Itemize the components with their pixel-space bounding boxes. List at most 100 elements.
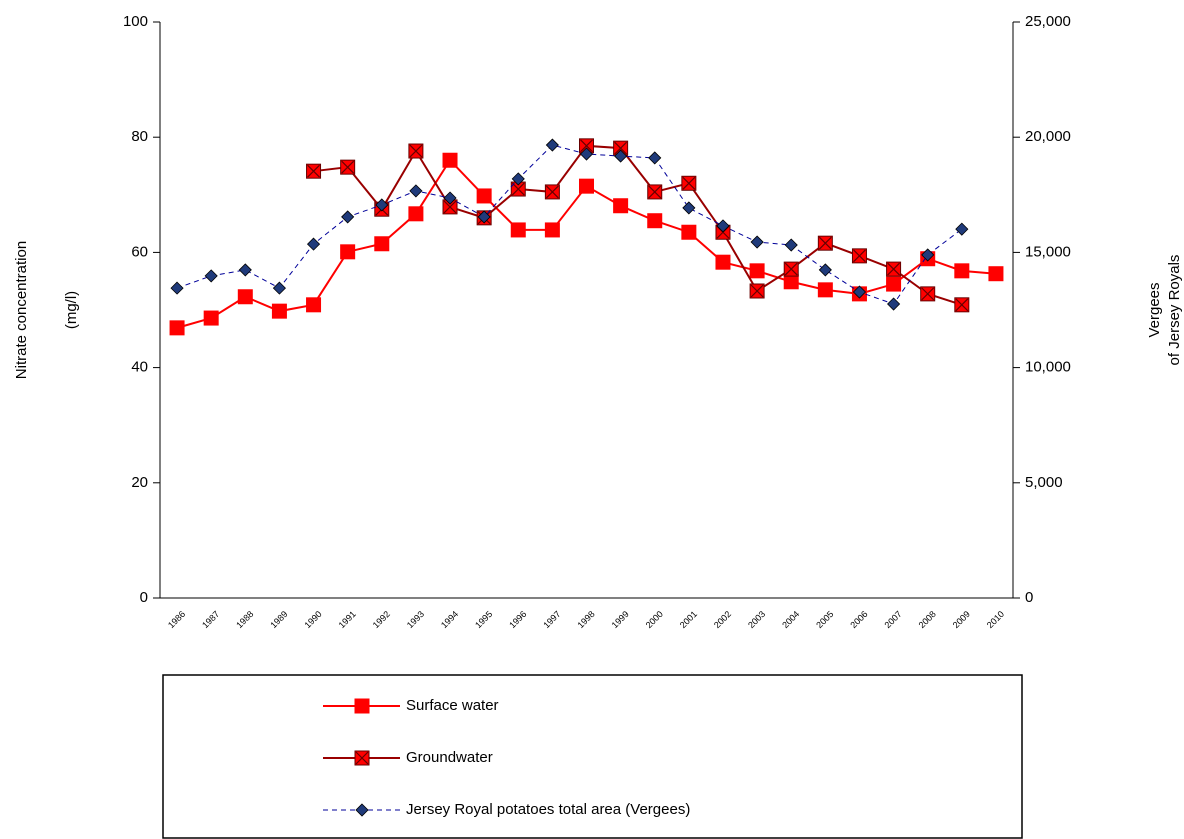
square xyxy=(476,188,492,204)
point xyxy=(783,274,799,290)
y-axis-label: Nitrate concentration xyxy=(13,241,30,379)
cross xyxy=(750,284,764,298)
diamond xyxy=(341,210,355,224)
x-tick-label: 2007 xyxy=(883,609,904,630)
point xyxy=(408,206,424,222)
diamond xyxy=(443,191,457,205)
diamond xyxy=(955,222,969,236)
diamond xyxy=(375,198,389,212)
x-tick-label: 2006 xyxy=(848,609,869,630)
point xyxy=(170,281,184,295)
cross xyxy=(887,262,901,276)
square xyxy=(681,224,697,240)
point xyxy=(272,281,286,295)
diamond xyxy=(545,138,559,152)
point xyxy=(374,236,390,252)
cross xyxy=(545,185,559,199)
diamond xyxy=(579,147,594,161)
y-tick-label: 40 xyxy=(131,359,148,376)
point xyxy=(306,297,322,313)
x-tick-label: 1995 xyxy=(473,609,494,630)
x-tick-label: 2010 xyxy=(985,609,1006,630)
point xyxy=(886,276,902,292)
diamond xyxy=(306,237,321,251)
point xyxy=(716,219,730,233)
square xyxy=(340,244,356,260)
x-tick-label: 2004 xyxy=(780,609,801,630)
square xyxy=(715,254,731,270)
diamond xyxy=(238,263,252,277)
point xyxy=(271,303,287,319)
y-tick-label: 80 xyxy=(131,128,148,145)
square xyxy=(954,263,970,279)
point xyxy=(817,235,833,251)
point xyxy=(818,263,832,277)
x-tick-label: 2005 xyxy=(814,609,835,630)
legend-box xyxy=(162,674,1023,839)
x-tick-label: 1993 xyxy=(405,609,426,630)
square xyxy=(613,198,629,214)
point xyxy=(476,188,492,204)
point xyxy=(409,184,423,198)
y-tick-label: 60 xyxy=(131,243,148,260)
point xyxy=(579,178,594,194)
point xyxy=(408,143,424,159)
point xyxy=(647,184,663,200)
cross xyxy=(682,176,696,190)
point xyxy=(784,238,798,252)
diamond xyxy=(784,238,798,252)
legend-label: Surface water xyxy=(406,697,499,714)
x-tick-label: 2002 xyxy=(712,609,733,630)
y-axis-label: (mg/l) xyxy=(63,291,80,329)
diamond xyxy=(852,285,867,299)
point xyxy=(442,199,458,215)
square xyxy=(203,310,219,326)
x-tick-label: 1986 xyxy=(166,609,187,630)
square xyxy=(271,303,287,319)
diamond xyxy=(818,263,832,277)
square xyxy=(783,274,799,290)
point xyxy=(237,289,253,305)
point xyxy=(749,263,765,279)
point xyxy=(920,286,936,302)
point xyxy=(375,198,389,212)
point xyxy=(510,181,526,197)
y2-axis-label: of Jersey Royals xyxy=(1166,255,1183,366)
point xyxy=(817,282,833,298)
square xyxy=(817,282,833,298)
y2-axis-label: Vergees xyxy=(1146,282,1163,337)
diamond xyxy=(409,184,423,198)
legend-marker xyxy=(354,698,370,714)
point xyxy=(954,263,970,279)
x-tick-label: 2008 xyxy=(917,609,938,630)
point xyxy=(544,184,560,200)
square xyxy=(306,297,322,313)
x-tick-label: 2003 xyxy=(746,609,767,630)
point xyxy=(545,138,559,152)
x-tick-label: 1990 xyxy=(302,609,323,630)
cross xyxy=(921,287,935,301)
y2-tick-label: 15,000 xyxy=(1025,243,1071,260)
diamond xyxy=(921,248,935,262)
x-tick-label: 1999 xyxy=(610,609,631,630)
point xyxy=(681,175,697,191)
legend-marker xyxy=(354,750,370,766)
legend-label: Groundwater xyxy=(406,749,493,766)
point xyxy=(306,163,322,179)
cross xyxy=(853,249,866,263)
point xyxy=(955,222,969,236)
point xyxy=(204,269,218,283)
square xyxy=(579,178,594,194)
point xyxy=(477,210,491,224)
x-tick-label: 1994 xyxy=(439,609,460,630)
cross xyxy=(580,139,593,153)
square xyxy=(510,222,526,238)
point xyxy=(783,261,799,277)
x-tick-label: 2001 xyxy=(678,609,699,630)
point xyxy=(341,210,355,224)
series-line xyxy=(313,144,963,306)
x-tick-label: 2000 xyxy=(644,609,665,630)
y-tick-label: 100 xyxy=(123,13,148,30)
square xyxy=(749,263,765,279)
diamond xyxy=(204,269,218,283)
